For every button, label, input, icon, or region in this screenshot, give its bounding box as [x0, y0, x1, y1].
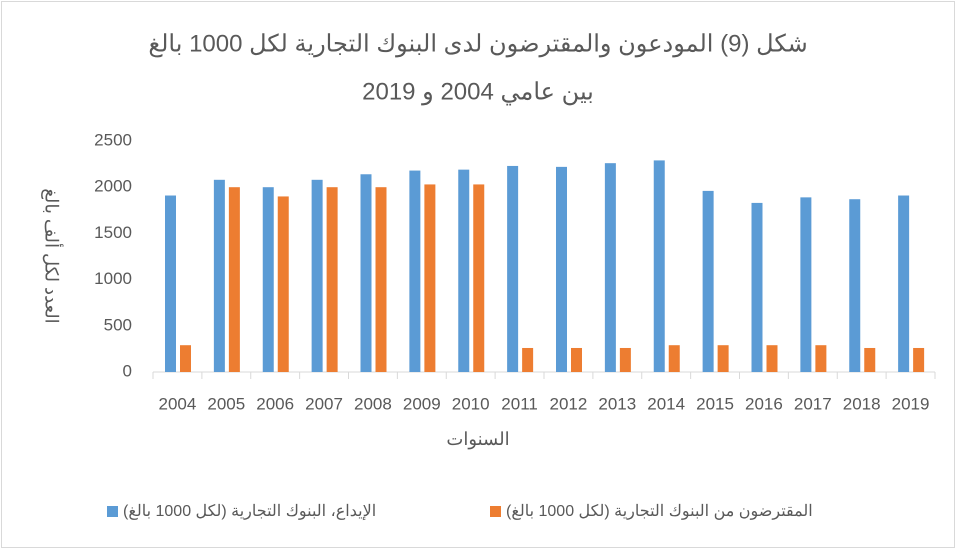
bar [751, 202, 763, 372]
x-tick-label: 2004 [159, 394, 197, 413]
bar [458, 169, 470, 372]
y-tick-label: 2000 [94, 177, 132, 196]
y-tick-label: 1000 [94, 269, 132, 288]
bar [262, 187, 274, 372]
bar [717, 345, 729, 372]
y-tick-label: 1500 [94, 223, 132, 242]
legend-label: المقترضون من البنوك التجارية (لكل 1000 ب… [506, 503, 813, 520]
x-tick-label: 2012 [550, 394, 588, 413]
x-tick-label: 2009 [403, 394, 441, 413]
x-tick-label: 2010 [452, 394, 490, 413]
bar [165, 195, 176, 372]
bar [849, 199, 861, 372]
x-axis-label: السنوات [446, 429, 509, 450]
bar [213, 179, 225, 372]
bar [571, 347, 582, 372]
legend-swatch [107, 506, 118, 517]
bar [375, 187, 387, 372]
x-tick-label: 2013 [598, 394, 636, 413]
bar [360, 174, 372, 372]
x-tick-label: 2006 [256, 394, 294, 413]
bar [668, 345, 680, 372]
bar [409, 170, 421, 372]
y-tick-label: 500 [104, 315, 132, 334]
y-tick-label: 2500 [94, 130, 132, 149]
bar [766, 345, 778, 372]
bar [522, 347, 534, 372]
x-tick-label: 2017 [794, 394, 832, 413]
bar [864, 347, 876, 372]
y-axis-label: العدد لكل ألف بالغ [40, 188, 63, 323]
x-tick-label: 2014 [647, 394, 685, 413]
bar [800, 197, 812, 372]
bar [898, 195, 910, 372]
bar [326, 187, 338, 372]
bar [653, 160, 665, 372]
bar [619, 347, 631, 372]
chart-subtitle: بين عامي 2004 و 2019 [362, 78, 594, 105]
bar [507, 165, 519, 372]
x-tick-label: 2018 [843, 394, 881, 413]
bar [913, 347, 925, 372]
bar [473, 184, 485, 372]
x-tick-label: 2016 [745, 394, 783, 413]
x-tick-label: 2019 [892, 394, 930, 413]
x-tick-label: 2005 [207, 394, 245, 413]
bar [702, 190, 714, 372]
chart-title: شكل (9) المودعون والمقترضون لدى البنوك ا… [148, 30, 807, 57]
x-tick-label: 2015 [696, 394, 734, 413]
legend-label: الإيداع، البنوك التجارية (لكل 1000 بالغ) [123, 503, 376, 520]
bar [228, 187, 240, 372]
x-tick-label: 2011 [501, 394, 538, 413]
x-tick-label: 2007 [305, 394, 343, 413]
bar [815, 345, 827, 372]
bar [180, 345, 191, 372]
legend-swatch [490, 506, 501, 517]
bar [311, 179, 323, 372]
bar [556, 166, 567, 372]
bar [604, 163, 616, 372]
x-tick-label: 2008 [354, 394, 392, 413]
y-tick-label: 0 [123, 361, 132, 380]
bar [277, 196, 289, 372]
bar [424, 184, 436, 372]
